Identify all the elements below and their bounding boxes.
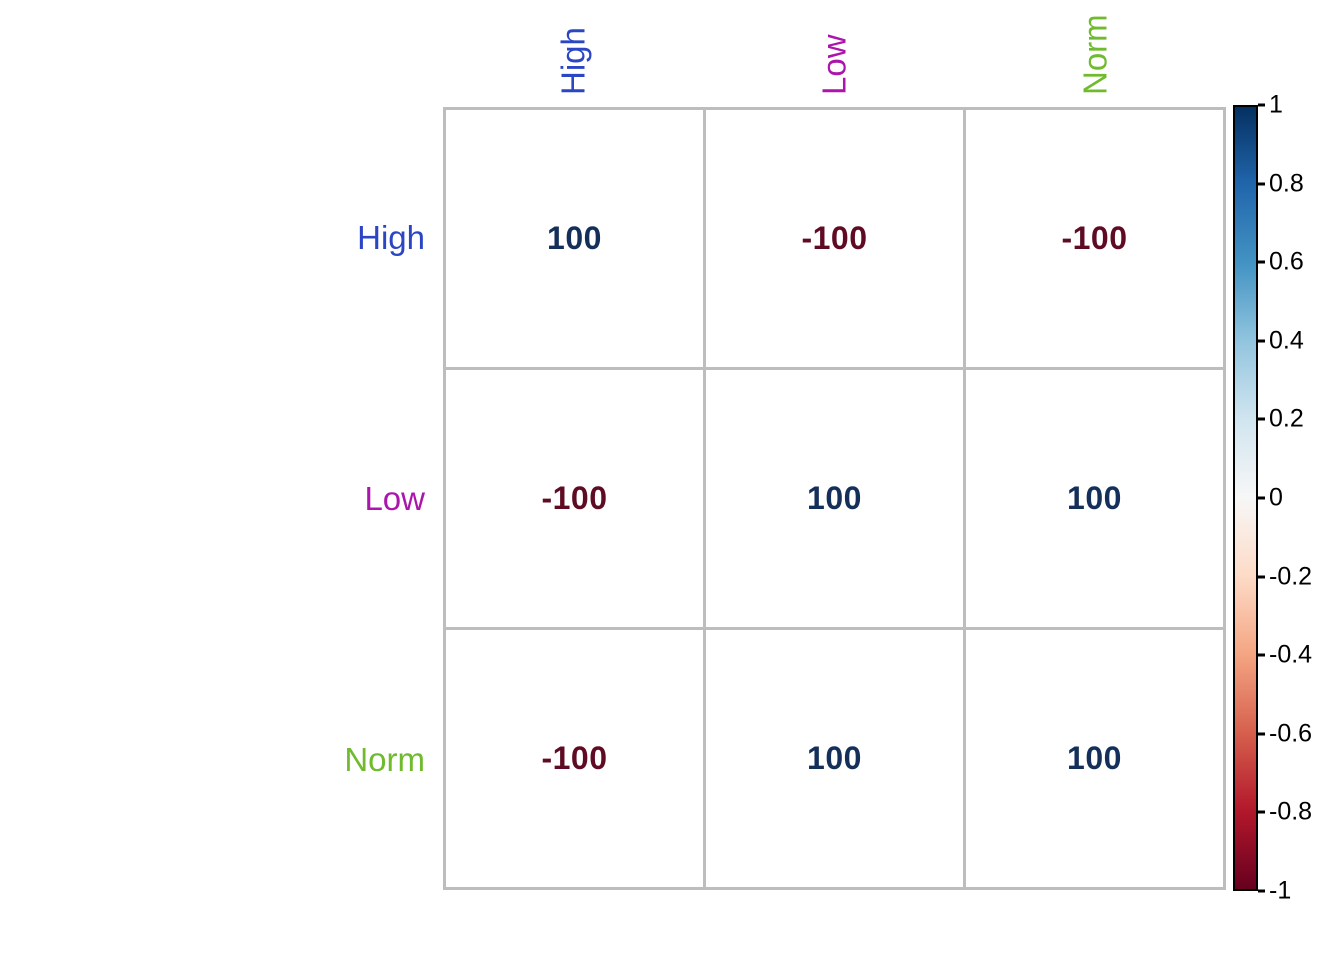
colorbar-tick-label: 0 xyxy=(1269,483,1283,512)
colorbar-tick-mark xyxy=(1258,810,1265,814)
colorbar-tick-mark xyxy=(1258,339,1265,343)
colorbar-tick-mark xyxy=(1258,889,1265,893)
colorbar-tick-label: 0.2 xyxy=(1269,404,1304,433)
cell-value: -100 xyxy=(801,220,868,256)
cell-value: -100 xyxy=(541,740,608,776)
colorbar-tick-mark xyxy=(1258,653,1265,657)
col-label-low: Low xyxy=(815,34,853,95)
colorbar-tick: -0.6 xyxy=(1258,719,1312,748)
cell-value: 100 xyxy=(807,740,862,776)
colorbar-tick: -0.8 xyxy=(1258,798,1312,827)
colorbar-tick-mark xyxy=(1258,260,1265,264)
colorbar-tick-mark xyxy=(1258,496,1265,500)
colorbar-tick-mark xyxy=(1258,182,1265,186)
colorbar-tick-label: -1 xyxy=(1269,876,1292,905)
colorbar-tick-mark xyxy=(1258,103,1265,107)
grid-cell-high-norm: -100 xyxy=(966,110,1223,367)
cell-value: 100 xyxy=(1067,480,1122,516)
colorbar-tick: 0.2 xyxy=(1258,405,1304,434)
grid-cell-high-high: 100 xyxy=(446,110,703,367)
grid-cell-low-high: -100 xyxy=(446,370,703,627)
colorbar-tick: 0 xyxy=(1258,484,1283,513)
colorbar-tick-label: 1 xyxy=(1269,90,1283,119)
colorbar-tick-mark xyxy=(1258,732,1265,736)
colorbar-tick-label: -0.2 xyxy=(1269,562,1313,591)
grid-cell-low-low: 100 xyxy=(706,370,963,627)
grid-cell-norm-low: 100 xyxy=(706,630,963,887)
row-label-low: Low xyxy=(364,480,425,517)
colorbar-tick: 1 xyxy=(1258,91,1283,120)
colorbar-tick-mark xyxy=(1258,417,1265,421)
colorbar-tick: -0.2 xyxy=(1258,562,1312,591)
colorbar-tick-mark xyxy=(1258,575,1265,579)
colorbar-tick: 0.6 xyxy=(1258,248,1304,277)
colorbar-tick-label: 0.6 xyxy=(1269,247,1304,276)
grid-cell-norm-norm: 100 xyxy=(966,630,1223,887)
colorbar-tick-label: -0.4 xyxy=(1269,640,1313,669)
colorbar-tick-label: 0.8 xyxy=(1269,169,1304,198)
row-label-high: High xyxy=(357,219,425,256)
colorbar-tick-label: -0.8 xyxy=(1269,797,1313,826)
cell-value: 100 xyxy=(807,480,862,516)
colorbar-ticks: 1 0.8 0.6 0.4 0.2 0 -0.2 -0.4 xyxy=(1258,91,1338,905)
colorbar-tick-label: 0.4 xyxy=(1269,326,1304,355)
row-label-norm: Norm xyxy=(344,741,425,778)
colorbar-tick: -1 xyxy=(1258,877,1291,906)
colorbar-tick: 0.8 xyxy=(1258,169,1304,198)
cell-value: 100 xyxy=(547,220,602,256)
cell-value: 100 xyxy=(1067,740,1122,776)
cell-value: -100 xyxy=(541,480,608,516)
colorbar-tick: 0.4 xyxy=(1258,326,1304,355)
colorbar xyxy=(1233,105,1258,891)
correlation-grid: 100 -100 -100 -100 100 100 -100 100 100 xyxy=(443,107,1226,890)
cell-value: -100 xyxy=(1061,220,1128,256)
grid-cell-high-low: -100 xyxy=(706,110,963,367)
colorbar-tick-label: -0.6 xyxy=(1269,719,1313,748)
colorbar-tick: -0.4 xyxy=(1258,641,1312,670)
col-label-high: High xyxy=(554,27,592,95)
grid-cell-norm-high: -100 xyxy=(446,630,703,887)
grid-cell-low-norm: 100 xyxy=(966,370,1223,627)
col-label-norm: Norm xyxy=(1076,14,1114,95)
colorbar-gradient xyxy=(1235,107,1256,889)
